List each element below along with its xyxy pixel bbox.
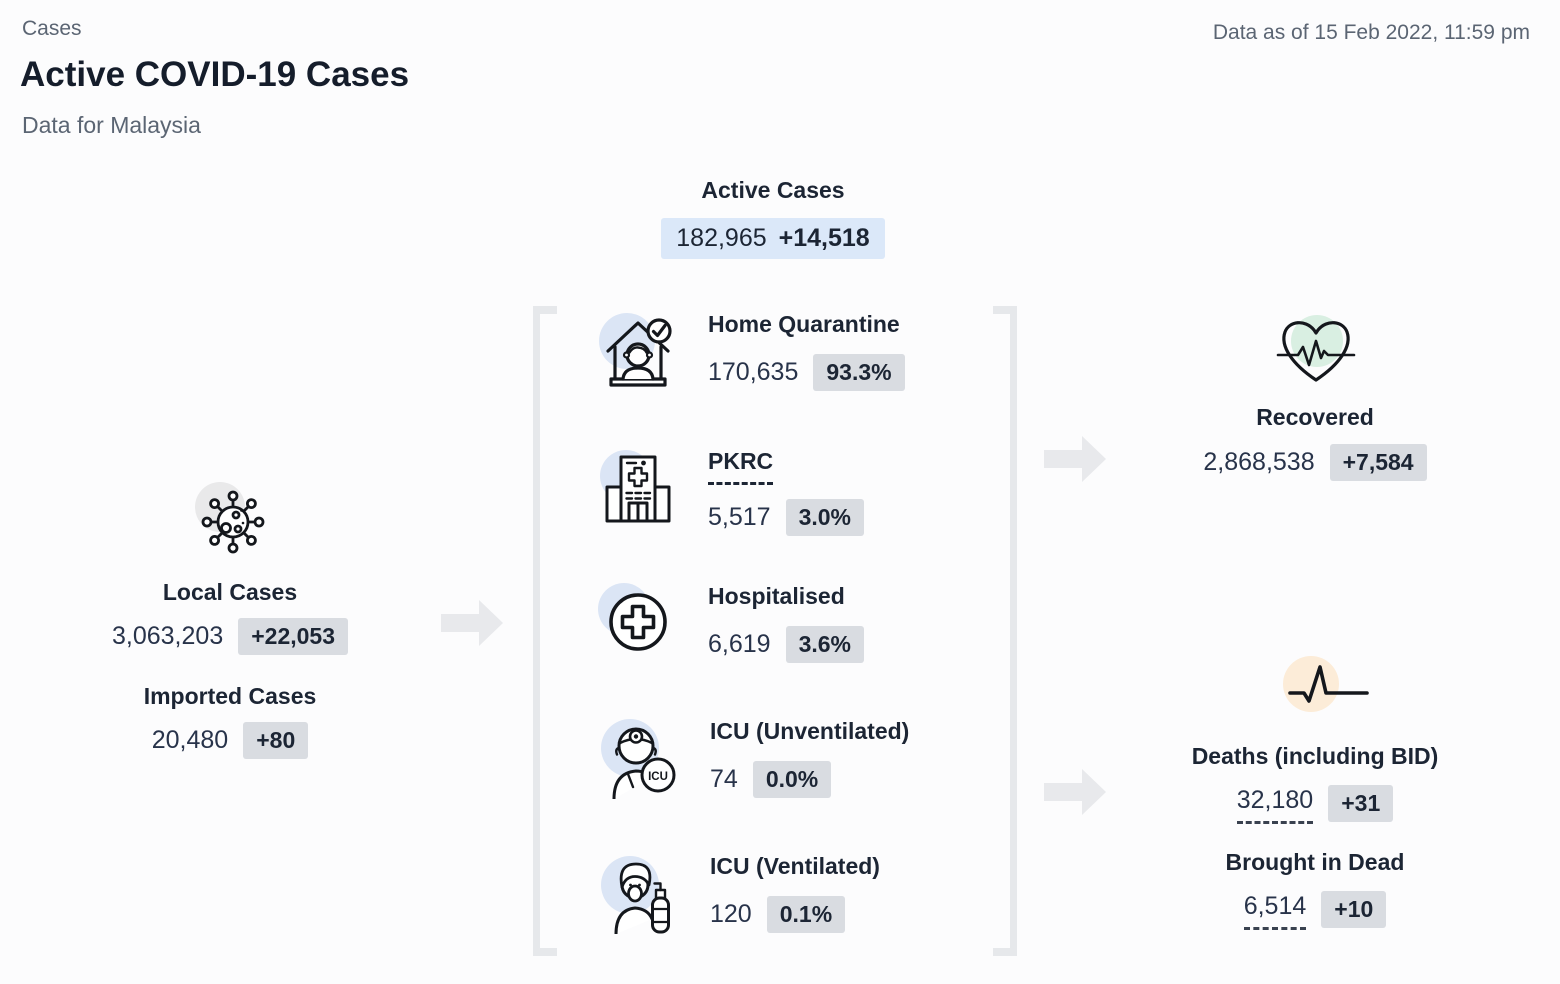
hospital-cross-icon [596, 578, 680, 667]
breakdown-row-icu-unventilated: ICU ICU (Unventilated) 74 0.0% [596, 713, 909, 804]
data-timestamp: Data as of 15 Feb 2022, 11:59 pm [1212, 21, 1530, 44]
breakdown-row-home-quarantine: Home Quarantine 170,635 93.3% [596, 306, 905, 395]
recovered-heart-icon [1270, 310, 1362, 397]
pkrc-building-icon [596, 443, 680, 532]
active-cases-value: 182,965 [676, 223, 767, 252]
icu-doctor-icon: ICU [596, 713, 682, 804]
brought-in-dead-delta-badge: +10 [1321, 891, 1387, 929]
breakdown-value: 5,517 [708, 503, 771, 532]
brought-in-dead-value[interactable]: 6,514 [1243, 890, 1307, 930]
deaths-delta-badge: +31 [1328, 785, 1394, 823]
virus-icon [193, 480, 267, 559]
deaths-row: 32,180 +31 [1115, 784, 1515, 824]
imported-cases-delta-badge: +80 [243, 722, 309, 759]
imported-cases-value: 20,480 [151, 726, 229, 755]
local-cases-delta-badge: +22,053 [238, 618, 348, 655]
recovered-value: 2,868,538 [1203, 448, 1315, 477]
breakdown-label: ICU (Ventilated) [710, 853, 880, 879]
breakdown-percent-badge: 93.3% [813, 353, 905, 391]
breakdown-percent-badge: 0.0% [752, 760, 832, 798]
active-cases-pill: 182,965 +14,518 [661, 217, 885, 259]
active-cases-block: Active Cases 182,965 +14,518 [573, 176, 973, 259]
right-bracket [993, 306, 1017, 956]
arrow-right-icon [1044, 769, 1106, 820]
imported-cases-label: Imported Cases [143, 683, 317, 709]
breakdown-row-pkrc: PKRC 5,517 3.0% [596, 443, 864, 536]
deaths-pulse-icon [1277, 653, 1373, 722]
page-subtitle: Data for Malaysia [22, 112, 201, 138]
left-bracket [533, 306, 557, 956]
imported-cases-row: 20,480 +80 [30, 722, 430, 759]
section-eyebrow: Cases [22, 17, 82, 40]
brought-in-dead-label: Brought in Dead [1225, 849, 1405, 875]
arrow-right-icon [1044, 436, 1106, 487]
deaths-label: Deaths (including BID) [1191, 743, 1439, 769]
home-quarantine-icon [596, 306, 680, 395]
local-cases-value: 3,063,203 [112, 622, 224, 651]
breakdown-value: 6,619 [708, 630, 771, 659]
breakdown-percent-badge: 3.0% [785, 498, 864, 536]
breakdown-row-hospitalised: Hospitalised 6,619 3.6% [596, 578, 864, 667]
active-cases-delta: +14,518 [778, 223, 870, 252]
breakdown-percent-badge: 3.6% [785, 625, 864, 663]
pkrc-label[interactable]: PKRC [708, 447, 774, 485]
recovered-delta-badge: +7,584 [1329, 444, 1427, 481]
active-cases-label: Active Cases [701, 177, 845, 203]
breakdown-percent-badge: 0.1% [766, 895, 846, 933]
breakdown-label: Home Quarantine [708, 311, 900, 337]
local-cases-row: 3,063,203 +22,053 [30, 618, 430, 655]
breakdown-label: ICU (Unventilated) [710, 718, 910, 744]
page-title: Active COVID-19 Cases [20, 55, 410, 94]
breakdown-label: Hospitalised [708, 583, 845, 609]
local-cases-label: Local Cases [162, 579, 298, 605]
arrow-right-icon [441, 600, 503, 651]
breakdown-value: 74 [710, 765, 738, 794]
breakdown-value: 170,635 [708, 358, 799, 387]
icu-ventilated-icon [596, 848, 682, 939]
svg-text:ICU: ICU [648, 771, 668, 783]
brought-in-dead-row: 6,514 +10 [1115, 890, 1515, 930]
recovered-label: Recovered [1256, 404, 1374, 430]
recovered-row: 2,868,538 +7,584 [1135, 444, 1495, 481]
deaths-value[interactable]: 32,180 [1236, 784, 1314, 824]
breakdown-row-icu-ventilated: ICU (Ventilated) 120 0.1% [596, 848, 880, 939]
breakdown-value: 120 [710, 900, 752, 929]
